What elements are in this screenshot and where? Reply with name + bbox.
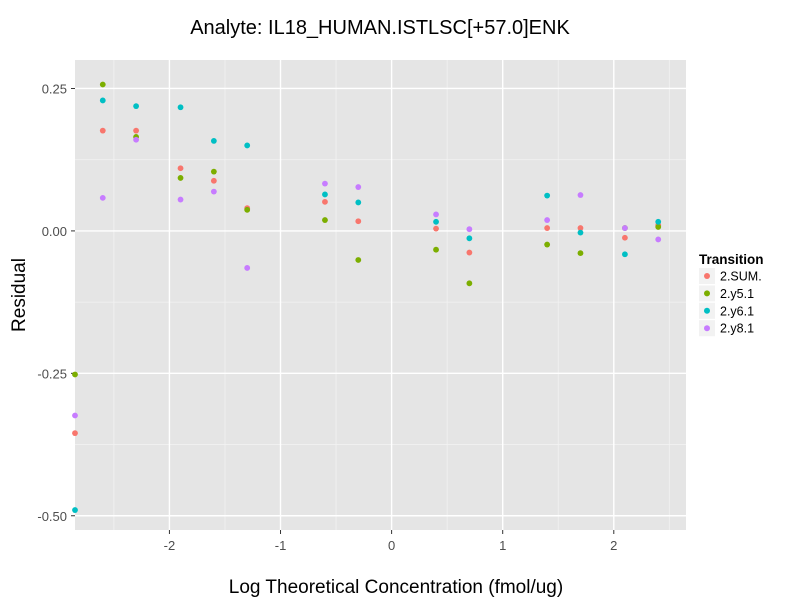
- x-tick-label: -2: [164, 538, 176, 553]
- x-tick-label: 1: [499, 538, 506, 553]
- data-point-2-y5-1: [244, 206, 251, 213]
- data-point-2-y5-1: [355, 257, 362, 263]
- legend-title: Transition: [699, 252, 764, 267]
- data-point-2-sum: [355, 218, 362, 225]
- x-axis-label: Log Theoretical Concentration (fmol/ug): [229, 577, 563, 598]
- data-point-2-y5-1: [466, 280, 473, 287]
- data-point-2-y8-1: [177, 196, 184, 203]
- legend-key-2-y8-1: [704, 325, 710, 332]
- data-point-2-y6-1: [177, 104, 184, 111]
- legend-key-2-y5-1: [704, 290, 710, 297]
- data-point-2-y8-1: [244, 265, 251, 271]
- data-point-2-y5-1: [577, 250, 584, 257]
- y-axis: -0.50 -0.25 0.00 0.25: [37, 81, 75, 524]
- data-point-2-sum: [210, 177, 217, 184]
- data-point-2-y8-1: [544, 217, 551, 223]
- plot-background: [75, 60, 686, 530]
- y-tick-label: 0.25: [42, 81, 67, 96]
- data-points: [72, 81, 662, 513]
- data-point-2-y6-1: [210, 137, 217, 144]
- data-point-2-sum: [622, 234, 628, 241]
- data-point-2-y8-1: [210, 188, 217, 195]
- data-point-2-y5-1: [177, 175, 184, 181]
- data-point-2-y5-1: [322, 217, 328, 223]
- legend-key-2-y6-1: [704, 307, 710, 314]
- legend-label-2-y5-1: 2.y5.1: [720, 287, 754, 301]
- data-point-2-y8-1: [577, 192, 584, 198]
- y-tick-label: 0.00: [42, 224, 67, 239]
- data-point-2-sum: [177, 165, 184, 172]
- legend-key-2-sum: [704, 273, 710, 279]
- x-tick-label: 2: [610, 538, 617, 553]
- legend-label-2-sum: 2.SUM.: [720, 270, 762, 284]
- data-point-2-y5-1: [210, 168, 217, 175]
- legend: Transition 2.SUM. 2.y5.1 2.y6.1 2.y8.1: [699, 252, 764, 337]
- data-point-2-sum: [466, 249, 473, 256]
- plot-panel: [75, 60, 686, 530]
- data-point-2-sum: [99, 127, 106, 134]
- data-point-2-sum: [133, 127, 140, 134]
- data-point-2-sum: [544, 225, 551, 231]
- legend-label-2-y8-1: 2.y8.1: [720, 322, 754, 336]
- chart-title: Analyte: IL18_HUMAN.ISTLSC[+57.0]ENK: [190, 17, 570, 39]
- data-point-2-y8-1: [72, 412, 78, 419]
- data-point-2-y5-1: [655, 224, 662, 230]
- data-point-2-y8-1: [622, 225, 628, 231]
- data-point-2-y6-1: [433, 218, 439, 225]
- data-point-2-y6-1: [72, 507, 78, 513]
- y-tick-label: -0.25: [37, 366, 67, 381]
- data-point-2-y6-1: [133, 103, 140, 110]
- data-point-2-sum: [322, 198, 328, 205]
- data-point-2-y6-1: [577, 229, 584, 236]
- data-point-2-y5-1: [99, 81, 106, 88]
- data-point-2-sum: [72, 430, 78, 437]
- data-point-2-y6-1: [244, 142, 251, 149]
- y-tick-label: -0.50: [37, 509, 67, 524]
- data-point-2-y6-1: [622, 251, 628, 258]
- data-point-2-y8-1: [322, 180, 328, 187]
- data-point-2-y6-1: [355, 199, 362, 206]
- data-point-2-y8-1: [355, 184, 362, 190]
- data-point-2-y6-1: [99, 97, 106, 104]
- data-point-2-y5-1: [433, 246, 439, 253]
- data-point-2-y8-1: [655, 236, 662, 243]
- data-point-2-y8-1: [433, 211, 439, 218]
- legend-label-2-y6-1: 2.y6.1: [720, 304, 754, 318]
- data-point-2-sum: [433, 225, 439, 232]
- x-tick-label: -1: [275, 538, 287, 553]
- data-point-2-y6-1: [655, 218, 662, 225]
- legend-items: 2.SUM. 2.y5.1 2.y6.1 2.y8.1: [699, 268, 762, 337]
- y-axis-label: Residual: [9, 258, 30, 332]
- data-point-2-y6-1: [466, 235, 473, 242]
- data-point-2-y5-1: [544, 241, 551, 248]
- data-point-2-sum: [577, 225, 584, 231]
- data-point-2-y8-1: [133, 136, 140, 143]
- data-point-2-y8-1: [99, 194, 106, 201]
- data-point-2-y6-1: [544, 192, 551, 199]
- data-point-2-y8-1: [466, 226, 473, 233]
- data-point-2-y5-1: [72, 371, 78, 378]
- x-axis: -2 -1 0 1 2: [164, 530, 617, 553]
- x-tick-label: 0: [388, 538, 395, 553]
- data-point-2-y6-1: [322, 191, 328, 198]
